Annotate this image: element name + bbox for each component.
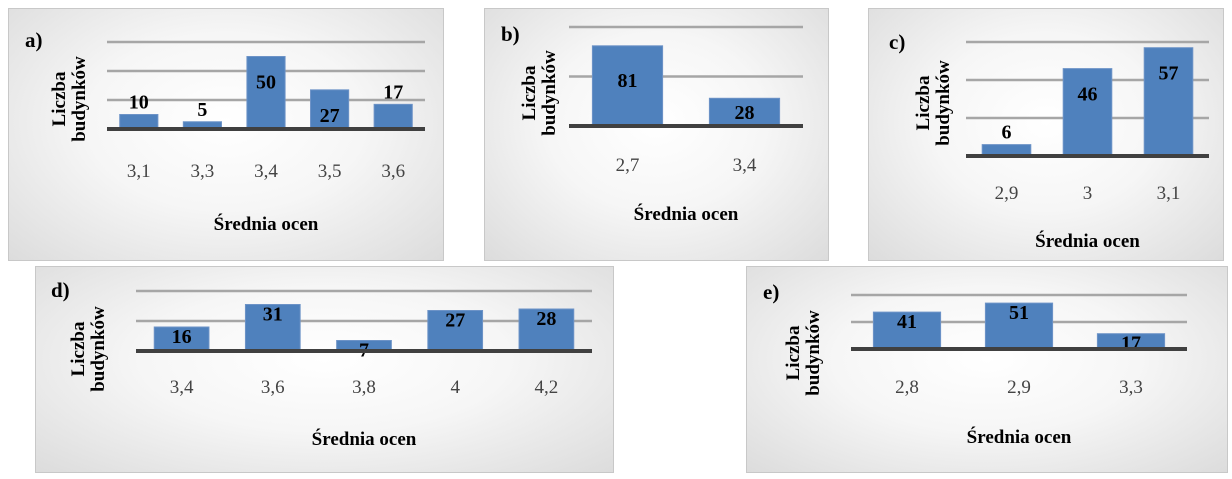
data-label: 16 [172,326,192,348]
x-axis-label: Średnia ocen [312,428,417,450]
chart-svg: e)Liczbabudynków 41 2,8 51 2,9 17 3,3 Średnia o… [763,280,1187,448]
data-label: 6 [1002,122,1012,144]
panel-letter: b) [501,22,520,46]
bar [119,114,159,130]
chart-panel-e: e) Liczbabudynków 41 2,8 51 2,9 17 3,3 Średnia o… [746,266,1228,473]
y-axis-label: Liczbabudynków [913,60,954,146]
y-axis-label: Liczbabudynków [519,50,560,136]
x-tick-label: 3,6 [381,161,405,182]
data-label: 10 [129,92,149,114]
x-tick-label: 3,1 [127,161,151,182]
bar [373,103,413,130]
data-label: 17 [383,81,403,103]
x-tick-label: 3,6 [261,377,285,398]
bar [984,302,1054,350]
bar [246,56,286,130]
x-tick-label: 2,9 [995,183,1019,204]
x-axis-label: Średnia ocen [634,203,739,225]
x-tick-label: 2,7 [616,155,640,176]
chart-svg: a)Liczbabudynków 10 3,1 5 3,3 50 3,4 27 3,5 17 3,6… [25,28,425,235]
data-label: 31 [263,304,283,326]
x-axis-label: Średnia ocen [967,426,1072,448]
chart-panel-c: c) Liczbabudynków 6 2,9 46 3 57 3,1 Średnia ocen [868,8,1224,261]
bar [872,311,942,350]
x-tick-label: 3,1 [1157,183,1181,204]
data-label: 41 [897,311,917,333]
bar [244,304,301,352]
data-label: 5 [197,99,207,121]
y-axis-label: Liczbabudynków [68,306,109,392]
x-tick-label: 3,3 [1119,377,1143,398]
x-axis-label: Średnia ocen [1035,230,1140,252]
data-label: 81 [618,70,638,92]
data-label: 27 [320,105,340,127]
data-label: 28 [536,308,556,330]
x-tick-label: 3,3 [191,161,215,182]
bar [1062,68,1113,157]
x-axis-label: Średnia ocen [214,213,319,235]
panel-letter: e) [763,280,779,304]
x-tick-label: 4 [450,377,460,398]
x-tick-label: 3,5 [318,161,342,182]
panel-letter: c) [889,30,905,54]
panel-letter: d) [51,278,70,302]
data-label: 27 [445,310,465,332]
x-tick-label: 3,4 [254,161,278,182]
chart-panel-d: d)Liczbabudynków163,4313,673,8274284,2Śr… [35,266,614,473]
chart-svg: b) Liczbabudynków 81 2,7 28 3,4 Średnia ocen [501,22,803,225]
data-label: 28 [735,102,755,124]
bar [153,326,210,352]
data-label: 51 [1009,302,1029,324]
x-tick-label: 2,9 [1007,377,1031,398]
x-tick-label: 3,4 [733,155,757,176]
data-label: 46 [1078,84,1098,106]
panel-letter: a) [25,28,43,52]
x-tick-label: 4,2 [535,377,559,398]
y-axis-label: Liczbabudynków [783,310,824,396]
chart-panel-b: b) Liczbabudynków 81 2,7 28 3,4 Średnia ocen [484,8,829,261]
x-tick-label: 2,8 [895,377,919,398]
bar [518,308,575,352]
chart-svg: d)Liczbabudynków163,4313,673,8274284,2Śr… [51,278,592,450]
bar [591,45,664,127]
x-tick-label: 3,4 [170,377,194,398]
y-axis-label: Liczbabudynków [49,56,90,142]
chart-panel-a: a) Liczbabudynków 10 3,1 5 3,3 50 3,4 27 3,5 17 3,6… [8,8,444,261]
data-label: 57 [1159,63,1179,85]
chart-svg: c) Liczbabudynków 6 2,9 46 3 57 3,1 Średnia ocen [889,30,1209,252]
bar [310,89,350,130]
x-tick-label: 3,8 [352,377,376,398]
data-label: 50 [256,72,276,94]
bar [1143,47,1194,157]
x-tick-label: 3 [1083,183,1093,204]
bar [427,310,484,352]
data-label: 17 [1121,333,1141,355]
